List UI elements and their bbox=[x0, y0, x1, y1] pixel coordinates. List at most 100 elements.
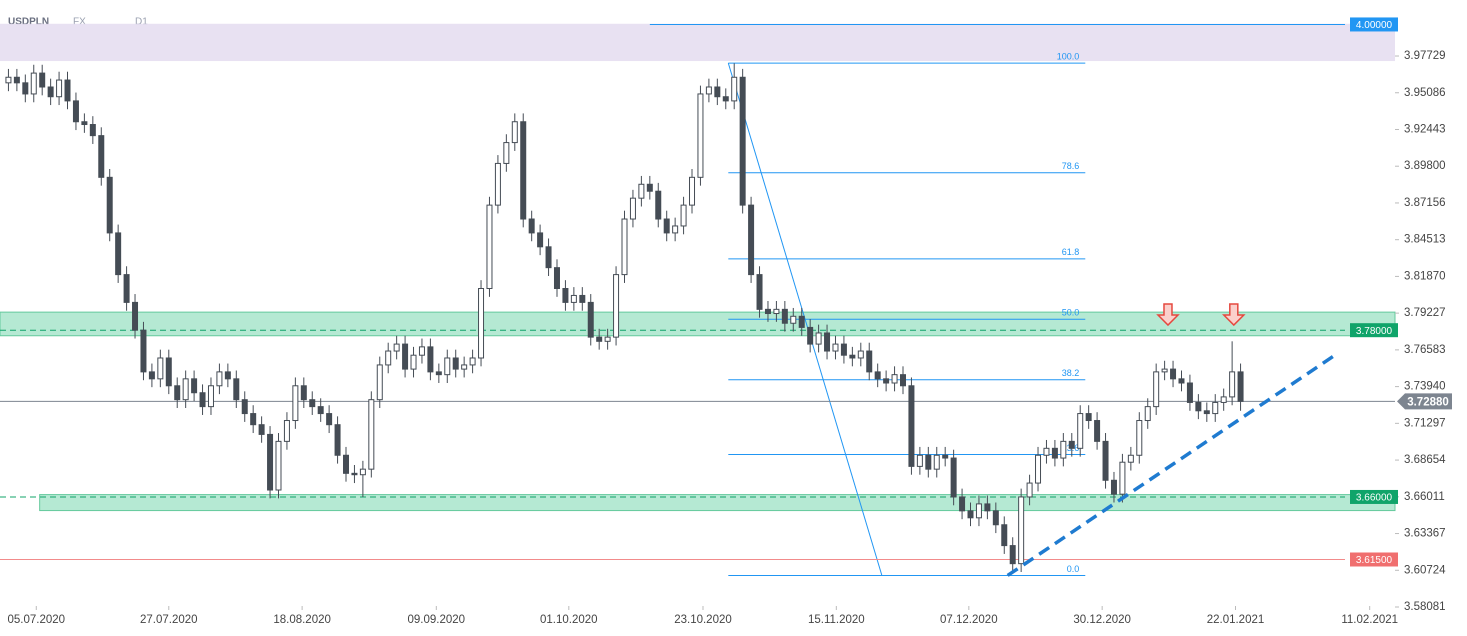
candle-body bbox=[942, 454, 949, 459]
price-tag bbox=[1397, 393, 1452, 410]
candle-body bbox=[47, 86, 54, 98]
zone bbox=[0, 23, 1395, 62]
candle-body bbox=[140, 329, 147, 373]
candle-body bbox=[663, 218, 670, 234]
candle-body bbox=[207, 385, 214, 408]
candle-body bbox=[748, 204, 755, 276]
candle-body bbox=[1161, 368, 1168, 373]
candle-body bbox=[148, 371, 155, 380]
x-tick-label: 22.01.2021 bbox=[1207, 614, 1265, 626]
candle-body bbox=[174, 385, 181, 401]
candle-body bbox=[874, 371, 881, 380]
candle-body bbox=[13, 76, 20, 84]
candle-body bbox=[722, 96, 729, 102]
candle-body bbox=[5, 76, 12, 84]
candle-body bbox=[267, 433, 274, 491]
x-tick-label: 30.12.2020 bbox=[1073, 614, 1131, 626]
candle-body bbox=[157, 357, 164, 380]
candle-body bbox=[199, 392, 206, 408]
candle-body bbox=[30, 72, 37, 95]
candle-body bbox=[511, 121, 518, 144]
candle-body bbox=[562, 288, 569, 303]
candle-body bbox=[216, 371, 223, 387]
candle-body bbox=[1026, 482, 1033, 498]
candle-body bbox=[714, 86, 721, 98]
candle-body bbox=[309, 399, 316, 408]
candle-body bbox=[680, 204, 687, 227]
fib-label: 78.6 bbox=[1062, 161, 1080, 171]
candle-body bbox=[1085, 413, 1092, 422]
candle-body bbox=[503, 142, 510, 164]
candle-body bbox=[427, 346, 434, 373]
candle-body bbox=[697, 93, 704, 178]
candle-body bbox=[1237, 371, 1244, 402]
candle-body bbox=[984, 503, 991, 512]
x-tick-label: 01.10.2020 bbox=[540, 614, 598, 626]
candle-body bbox=[1170, 368, 1177, 380]
candle-body bbox=[629, 197, 636, 220]
fib-diagonal bbox=[727, 62, 883, 576]
candle-body bbox=[883, 378, 890, 384]
candle-body bbox=[1018, 496, 1025, 565]
y-tick-label: 3.60724 bbox=[1404, 564, 1446, 576]
level-tag-label: 4.00000 bbox=[1356, 20, 1393, 31]
candle-body bbox=[832, 343, 839, 352]
x-tick-label: 23.10.2020 bbox=[674, 614, 732, 626]
candle-body bbox=[528, 218, 535, 234]
level-tag-label: 3.66000 bbox=[1356, 493, 1393, 504]
candle-body bbox=[351, 472, 358, 476]
candle-body bbox=[1136, 420, 1143, 456]
fib-label: 61.8 bbox=[1062, 247, 1080, 257]
candle-body bbox=[1119, 461, 1126, 495]
x-tick-label: 11.02.2021 bbox=[1341, 614, 1398, 626]
y-tick-label: 3.79227 bbox=[1404, 307, 1446, 319]
candle-body bbox=[56, 79, 63, 98]
candle-body bbox=[123, 274, 130, 303]
candle-body bbox=[1051, 447, 1058, 459]
x-tick-label: 15.11.2020 bbox=[808, 614, 865, 626]
candle-body bbox=[241, 399, 248, 415]
candle-body bbox=[570, 294, 577, 303]
candle-body bbox=[343, 454, 350, 474]
candle-body bbox=[621, 218, 628, 276]
trend-line bbox=[1006, 353, 1337, 577]
candle-body bbox=[967, 510, 974, 519]
candle-body bbox=[933, 454, 940, 470]
candle-body bbox=[98, 135, 105, 178]
y-tick-label: 3.84513 bbox=[1404, 234, 1446, 246]
y-tick-label: 3.63367 bbox=[1404, 528, 1446, 540]
candle-body bbox=[233, 378, 240, 401]
candle-body bbox=[132, 301, 139, 331]
level-tag bbox=[1350, 489, 1398, 504]
candle-body bbox=[1186, 382, 1193, 403]
candle-body bbox=[781, 308, 788, 324]
symbol: USDPLN bbox=[8, 17, 49, 28]
x-tick-label: 05.07.2020 bbox=[8, 614, 66, 626]
candle-body bbox=[646, 183, 653, 192]
x-tick-label: 09.09.2020 bbox=[408, 614, 466, 626]
candle-body bbox=[1001, 524, 1008, 547]
candle-body bbox=[1153, 371, 1160, 408]
down-arrow bbox=[1156, 303, 1180, 327]
candle-body bbox=[418, 346, 425, 356]
candle-body bbox=[283, 420, 290, 442]
candle-body bbox=[908, 385, 915, 467]
candle-body bbox=[81, 121, 88, 126]
y-tick-label: 3.89800 bbox=[1404, 160, 1446, 172]
candle-body bbox=[520, 121, 527, 220]
candle-body bbox=[672, 225, 679, 234]
candle-body bbox=[891, 374, 898, 384]
candle-body bbox=[604, 336, 611, 342]
fib-label: 100.0 bbox=[1057, 51, 1080, 61]
candle-body bbox=[1178, 378, 1185, 384]
y-tick-label: 3.58081 bbox=[1404, 601, 1446, 613]
candle-body bbox=[1212, 401, 1219, 415]
candle-body bbox=[790, 315, 797, 324]
candle-body bbox=[317, 406, 324, 415]
candle-body bbox=[1220, 396, 1227, 403]
candle-body bbox=[376, 364, 383, 401]
candle-body bbox=[275, 440, 282, 491]
candle-body bbox=[469, 357, 476, 366]
candle-body bbox=[22, 82, 29, 95]
x-tick-label: 18.08.2020 bbox=[273, 614, 331, 626]
